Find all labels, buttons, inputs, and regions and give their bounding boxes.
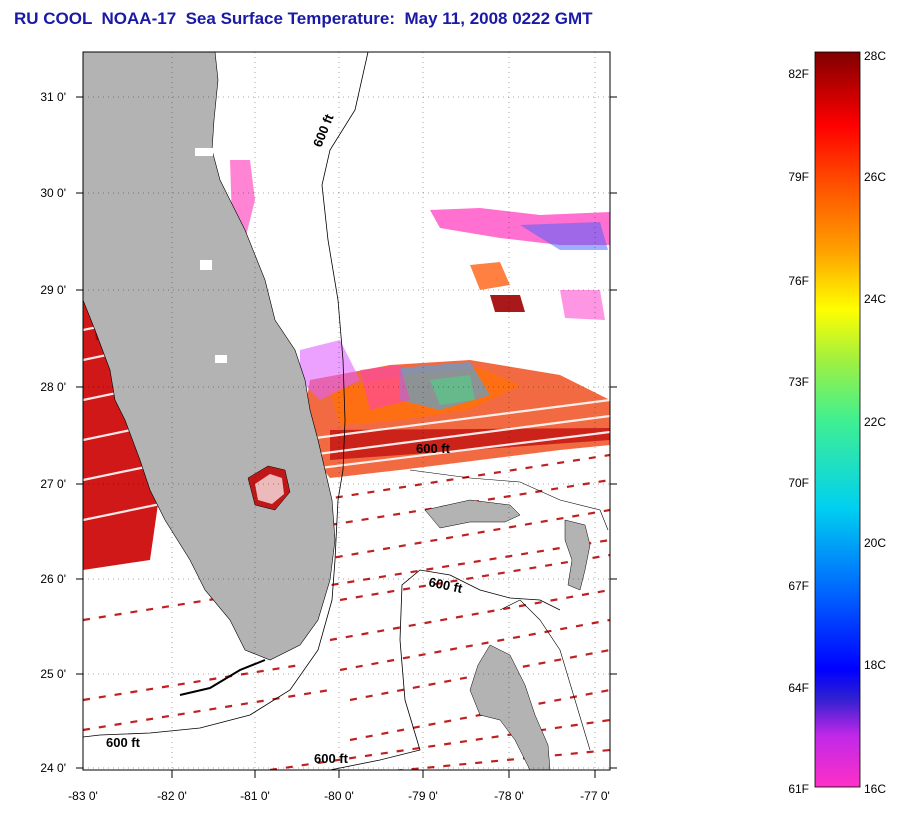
colorbar-c-label: 20C — [864, 536, 886, 550]
lon-label: -80 0' — [324, 789, 354, 803]
lon-label: -83 0' — [68, 789, 98, 803]
lat-label: 25 0' — [40, 667, 66, 681]
contour-label-3: 600 ft — [427, 574, 464, 596]
colorbar-c-label: 26C — [864, 170, 886, 184]
colorbar-gradient — [814, 51, 861, 788]
latitude-labels: 31 0' 30 0' 29 0' 28 0' 27 0' 26 0' 25 0… — [40, 90, 66, 775]
map-frame — [82, 51, 611, 771]
colorbar-c-label: 28C — [864, 49, 886, 63]
lake-okeechobee-water — [255, 474, 284, 504]
contour-label-5: 600 ft — [314, 751, 349, 766]
colorbar-f-label: 76F — [788, 274, 809, 288]
abaco-island — [564, 519, 591, 591]
colorbar-f-label: 64F — [788, 681, 809, 695]
colorbar-f-label: 82F — [788, 67, 809, 81]
colorbar-c-label: 16C — [864, 782, 886, 796]
colorbar-f-label: 70F — [788, 476, 809, 490]
colorbar-c-label: 18C — [864, 658, 886, 672]
map-plot-area: 600 ft 600 ft 600 ft 600 ft 600 ft — [83, 52, 610, 770]
colorbar-f-label: 79F — [788, 170, 809, 184]
florida-keys — [179, 659, 266, 696]
lat-label: 26 0' — [40, 572, 66, 586]
lat-label: 29 0' — [40, 283, 66, 297]
contour-600ft-bahama-bank — [329, 569, 561, 770]
colorbar-c-label: 24C — [864, 292, 886, 306]
lon-label: -78 0' — [494, 789, 524, 803]
sst-swath-northeast — [430, 208, 610, 320]
bahama-bank-outline — [409, 469, 609, 751]
frame-ticks — [76, 96, 617, 778]
colorbar-f-label: 73F — [788, 375, 809, 389]
depth-contours — [83, 52, 561, 770]
lat-label: 30 0' — [40, 186, 66, 200]
colorbar-f-label: 67F — [788, 579, 809, 593]
lon-label: -82 0' — [157, 789, 187, 803]
lat-label: 27 0' — [40, 477, 66, 491]
lat-label: 24 0' — [40, 761, 66, 775]
contour-600ft-florida-current — [83, 52, 369, 738]
contour-label-4: 600 ft — [106, 735, 141, 750]
temperature-colorbar: 82F 79F 76F 73F 70F 67F 64F 61F 28C 26C … — [788, 49, 886, 796]
andros-island — [469, 644, 551, 770]
colorbar-f-label: 61F — [788, 782, 809, 796]
colorbar-c-label: 22C — [864, 415, 886, 429]
contour-label-2: 600 ft — [416, 441, 451, 456]
lon-label: -81 0' — [240, 789, 270, 803]
map-title: RU COOL NOAA-17 Sea Surface Temperature:… — [14, 9, 593, 28]
lat-label: 28 0' — [40, 380, 66, 394]
lon-label: -79 0' — [408, 789, 438, 803]
lat-label: 31 0' — [40, 90, 66, 104]
cloud-mask-patches — [195, 148, 227, 363]
longitude-labels: -83 0' -82 0' -81 0' -80 0' -79 0' -78 0… — [68, 789, 610, 803]
lon-label: -77 0' — [580, 789, 610, 803]
grand-bahama-island — [424, 499, 521, 529]
